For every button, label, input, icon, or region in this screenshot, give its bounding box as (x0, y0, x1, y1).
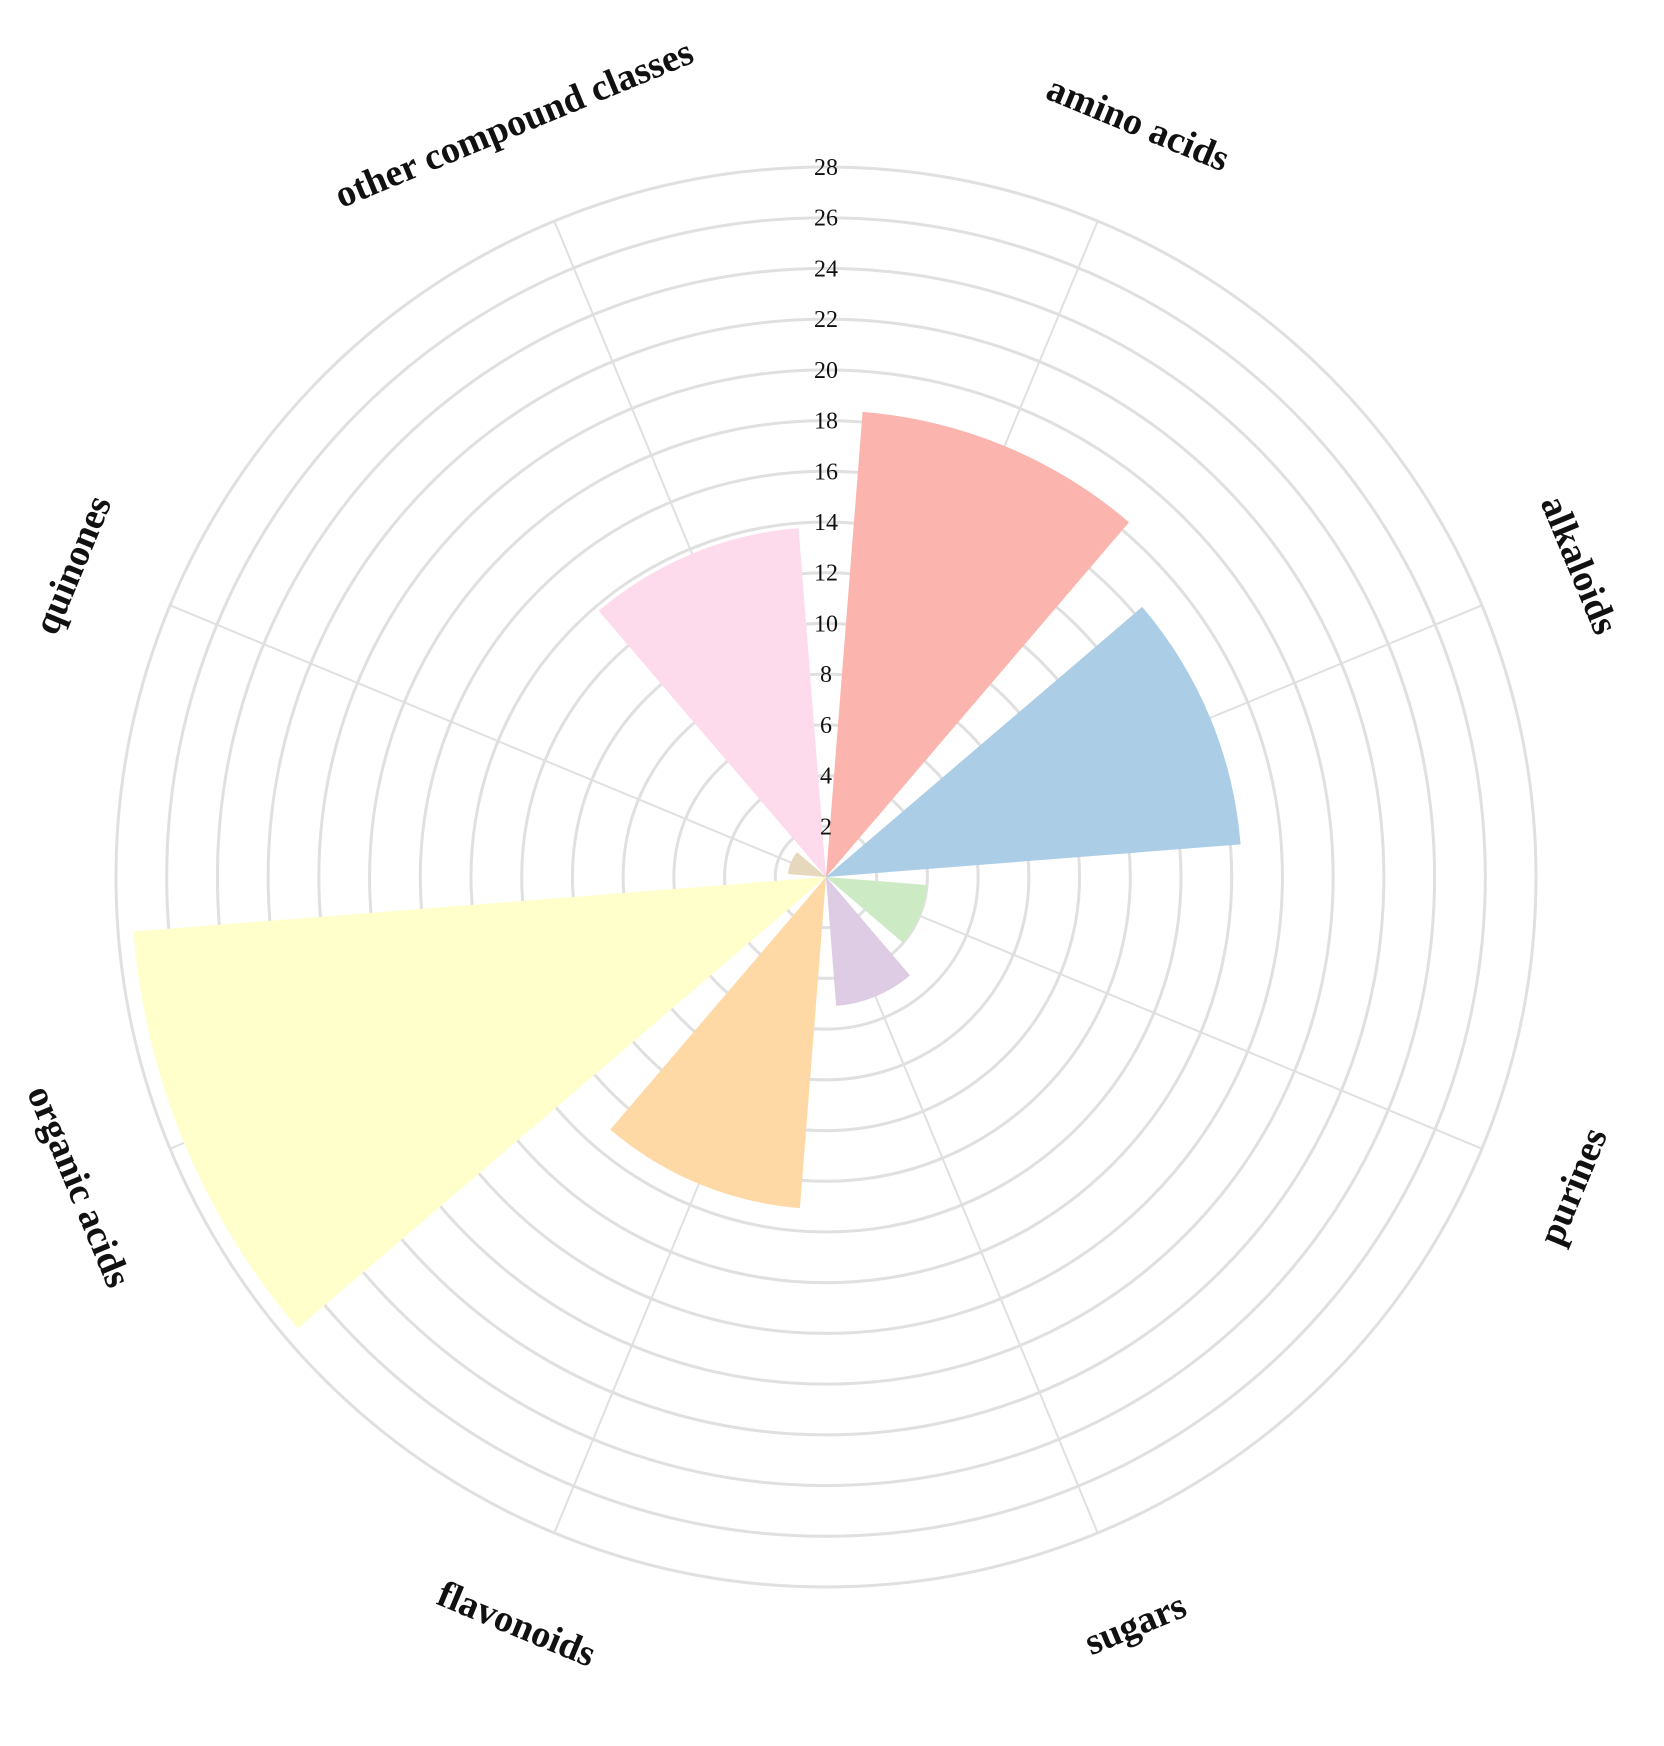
grid-ring-16 (418, 469, 1234, 1285)
grid-ring-2 (773, 824, 879, 930)
category-label-organic-acids: organic acids (18, 1079, 139, 1293)
grid-ring-12 (520, 571, 1132, 1183)
r-tick-label-28: 28 (814, 155, 838, 181)
bar-purines (826, 877, 928, 943)
category-label-quinones: quinones (25, 490, 120, 641)
grid-ring-26 (165, 216, 1487, 1538)
grid-ring-14 (469, 520, 1183, 1234)
category-label-flavonoids: flavonoids (431, 1573, 601, 1676)
grid-ring-20 (317, 368, 1335, 1386)
grid-ring-22 (266, 317, 1386, 1437)
category-label-purines: purines (1530, 1122, 1616, 1251)
category-label-alkaloids: alkaloids (1532, 490, 1627, 641)
r-tick-label-16: 16 (814, 459, 838, 485)
grid-ring-8 (621, 672, 1031, 1082)
r-tick-label-14: 14 (814, 510, 838, 536)
r-tick-label-26: 26 (814, 206, 838, 232)
grid-ring-4 (723, 774, 929, 980)
bar-amino-acids (826, 411, 1130, 877)
bar-layer (133, 411, 1241, 1329)
bar-quinones (788, 852, 826, 877)
bar-flavonoids (610, 877, 826, 1209)
grid-ring-18 (368, 419, 1284, 1335)
r-tick-label-4: 4 (820, 764, 832, 790)
r-tick-label-18: 18 (814, 409, 838, 435)
category-label-amino-acids: amino acids (1041, 67, 1236, 180)
grid-ring-28 (114, 165, 1538, 1589)
grid-ring-24 (215, 266, 1437, 1488)
bar-other-compound-classes (598, 528, 826, 877)
bar-alkaloids (826, 606, 1241, 877)
grid-ring-10 (570, 621, 1082, 1133)
category-label-other-compound-classes: other compound classes (329, 31, 699, 217)
r-tick-label-6: 6 (820, 713, 832, 739)
grid-ring-6 (672, 723, 980, 1031)
bar-organic-acids (133, 877, 827, 1329)
r-tick-label-20: 20 (814, 358, 838, 384)
r-tick-label-8: 8 (820, 662, 832, 688)
category-label-sugars: sugars (1079, 1585, 1193, 1664)
spoke-purines (825, 876, 1483, 1150)
r-tick-label-2: 2 (820, 814, 832, 840)
spoke-quinones (169, 604, 827, 878)
r-tick-label-10: 10 (814, 611, 838, 637)
r-tick-label-24: 24 (814, 256, 838, 282)
r-tick-label-22: 22 (814, 307, 838, 333)
r-tick-label-12: 12 (814, 561, 838, 587)
bar-sugars (826, 877, 910, 1006)
